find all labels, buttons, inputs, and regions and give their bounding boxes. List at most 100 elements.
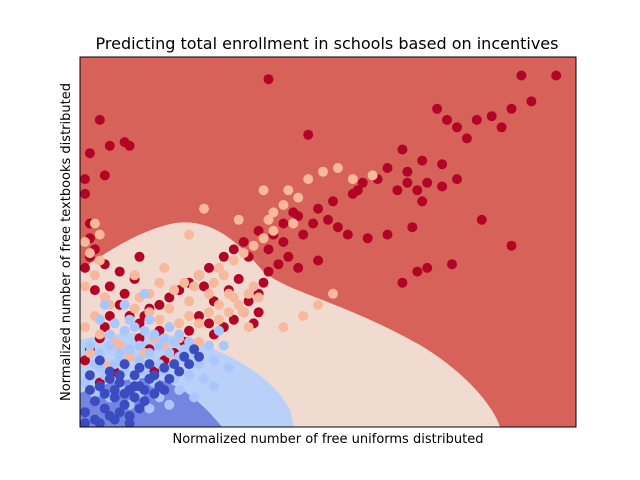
scatter-point-class-3 (218, 251, 229, 262)
scatter-point-class-1 (184, 370, 195, 381)
scatter-point-class-0 (99, 403, 110, 414)
scatter-point-class-3 (397, 277, 408, 288)
scatter-point-class-1 (94, 362, 105, 373)
scatter-point-class-2 (288, 218, 299, 229)
scatter-point-class-0 (124, 418, 135, 427)
scatter-point-class-0 (114, 377, 125, 388)
scatter-point-class-2 (174, 318, 185, 329)
scatter-point-class-0 (119, 359, 130, 370)
scatter-point-class-3 (80, 262, 90, 273)
scatter-point-class-0 (139, 385, 150, 395)
scatter-point-class-2 (293, 192, 304, 203)
scatter-point-class-1 (144, 314, 155, 325)
scatter-point-class-1 (184, 336, 195, 347)
scatter-point-class-0 (109, 414, 120, 425)
scatter-point-class-1 (164, 348, 175, 358)
scatter-point-class-1 (114, 348, 125, 358)
scatter-point-class-3 (412, 185, 423, 196)
plot-frame (79, 56, 577, 428)
scatter-point-class-1 (119, 299, 130, 310)
scatter-point-class-0 (114, 407, 125, 418)
scatter-point-class-1 (149, 329, 160, 340)
scatter-point-class-3 (447, 259, 457, 270)
scatter-point-class-2 (114, 340, 125, 351)
scatter-point-class-2 (154, 314, 165, 325)
scatter-point-class-3 (382, 229, 393, 240)
scatter-point-class-1 (164, 322, 175, 333)
scatter-point-class-1 (223, 362, 234, 373)
scatter-point-class-3 (382, 163, 393, 173)
scatter-point-class-2 (144, 307, 155, 318)
scatter-point-class-3 (362, 233, 373, 244)
scatter-point-class-2 (347, 174, 358, 185)
scatter-point-class-0 (124, 410, 135, 421)
scatter-point-class-1 (218, 340, 229, 351)
scatter-point-class-0 (159, 385, 170, 395)
scatter-point-class-1 (139, 325, 150, 336)
scatter-point-class-1 (144, 348, 155, 358)
scatter-point-class-3 (412, 266, 423, 277)
scatter-point-class-0 (134, 362, 145, 373)
scatter-point-class-3 (506, 240, 517, 251)
scatter-point-class-2 (228, 292, 239, 303)
scatter-point-class-2 (94, 229, 105, 240)
scatter-point-class-3 (134, 251, 145, 262)
scatter-point-class-2 (228, 255, 239, 266)
scatter-point-class-2 (89, 218, 100, 229)
scatter-point-class-2 (84, 348, 95, 358)
scatter-point-class-3 (288, 207, 299, 218)
scatter-points (80, 70, 562, 427)
scatter-point-class-3 (352, 185, 363, 196)
scatter-point-class-3 (134, 333, 145, 344)
scatter-point-class-2 (243, 288, 254, 299)
scatter-point-class-2 (258, 233, 269, 244)
scatter-point-class-0 (179, 351, 190, 362)
scatter-point-class-3 (298, 229, 309, 240)
scatter-point-class-1 (129, 322, 140, 333)
scatter-point-class-1 (99, 299, 110, 310)
scatter-point-class-2 (129, 303, 140, 314)
scatter-point-class-2 (184, 311, 195, 321)
scatter-point-class-1 (94, 314, 105, 325)
scatter-point-class-2 (89, 270, 100, 281)
scatter-point-class-0 (89, 396, 100, 407)
scatter-point-class-3 (417, 155, 428, 166)
scatter-point-class-3 (233, 274, 244, 284)
scatter-point-class-1 (144, 403, 155, 414)
scatter-point-class-2 (233, 214, 244, 225)
scatter-point-class-1 (169, 336, 180, 347)
scatter-point-class-1 (104, 329, 115, 340)
scatter-point-class-3 (437, 181, 448, 192)
scatter-point-class-2 (94, 329, 105, 340)
scatter-point-class-2 (258, 185, 269, 196)
scatter-point-class-2 (199, 203, 209, 214)
scatter-point-class-3 (402, 177, 413, 188)
scatter-point-class-0 (99, 388, 110, 399)
scatter-point-class-3 (80, 174, 90, 185)
scatter-point-class-0 (94, 418, 105, 427)
scatter-point-class-2 (80, 322, 90, 333)
scatter-point-class-2 (94, 255, 105, 266)
scatter-point-class-0 (194, 351, 204, 362)
scatter-point-class-0 (119, 399, 130, 410)
scatter-point-class-3 (422, 262, 433, 273)
scatter-point-class-1 (213, 325, 224, 336)
scatter-point-class-0 (134, 403, 145, 414)
scatter-point-class-1 (199, 373, 209, 384)
scatter-point-class-3 (119, 288, 130, 299)
scatter-point-class-3 (357, 177, 368, 188)
scatter-point-class-2 (80, 237, 90, 247)
scatter-point-class-3 (204, 262, 214, 273)
scatter-point-class-2 (169, 285, 180, 296)
scatter-point-class-3 (452, 122, 462, 133)
scatter-point-class-1 (104, 340, 115, 351)
scatter-point-class-3 (402, 166, 413, 177)
scatter-point-class-3 (263, 266, 274, 277)
scatter-point-class-1 (139, 288, 150, 299)
scatter-point-class-3 (263, 74, 274, 85)
scatter-point-class-3 (94, 114, 105, 125)
scatter-point-class-3 (104, 311, 115, 321)
scatter-point-class-3 (303, 129, 314, 140)
scatter-point-class-2 (243, 322, 254, 333)
scatter-point-class-2 (159, 262, 170, 273)
